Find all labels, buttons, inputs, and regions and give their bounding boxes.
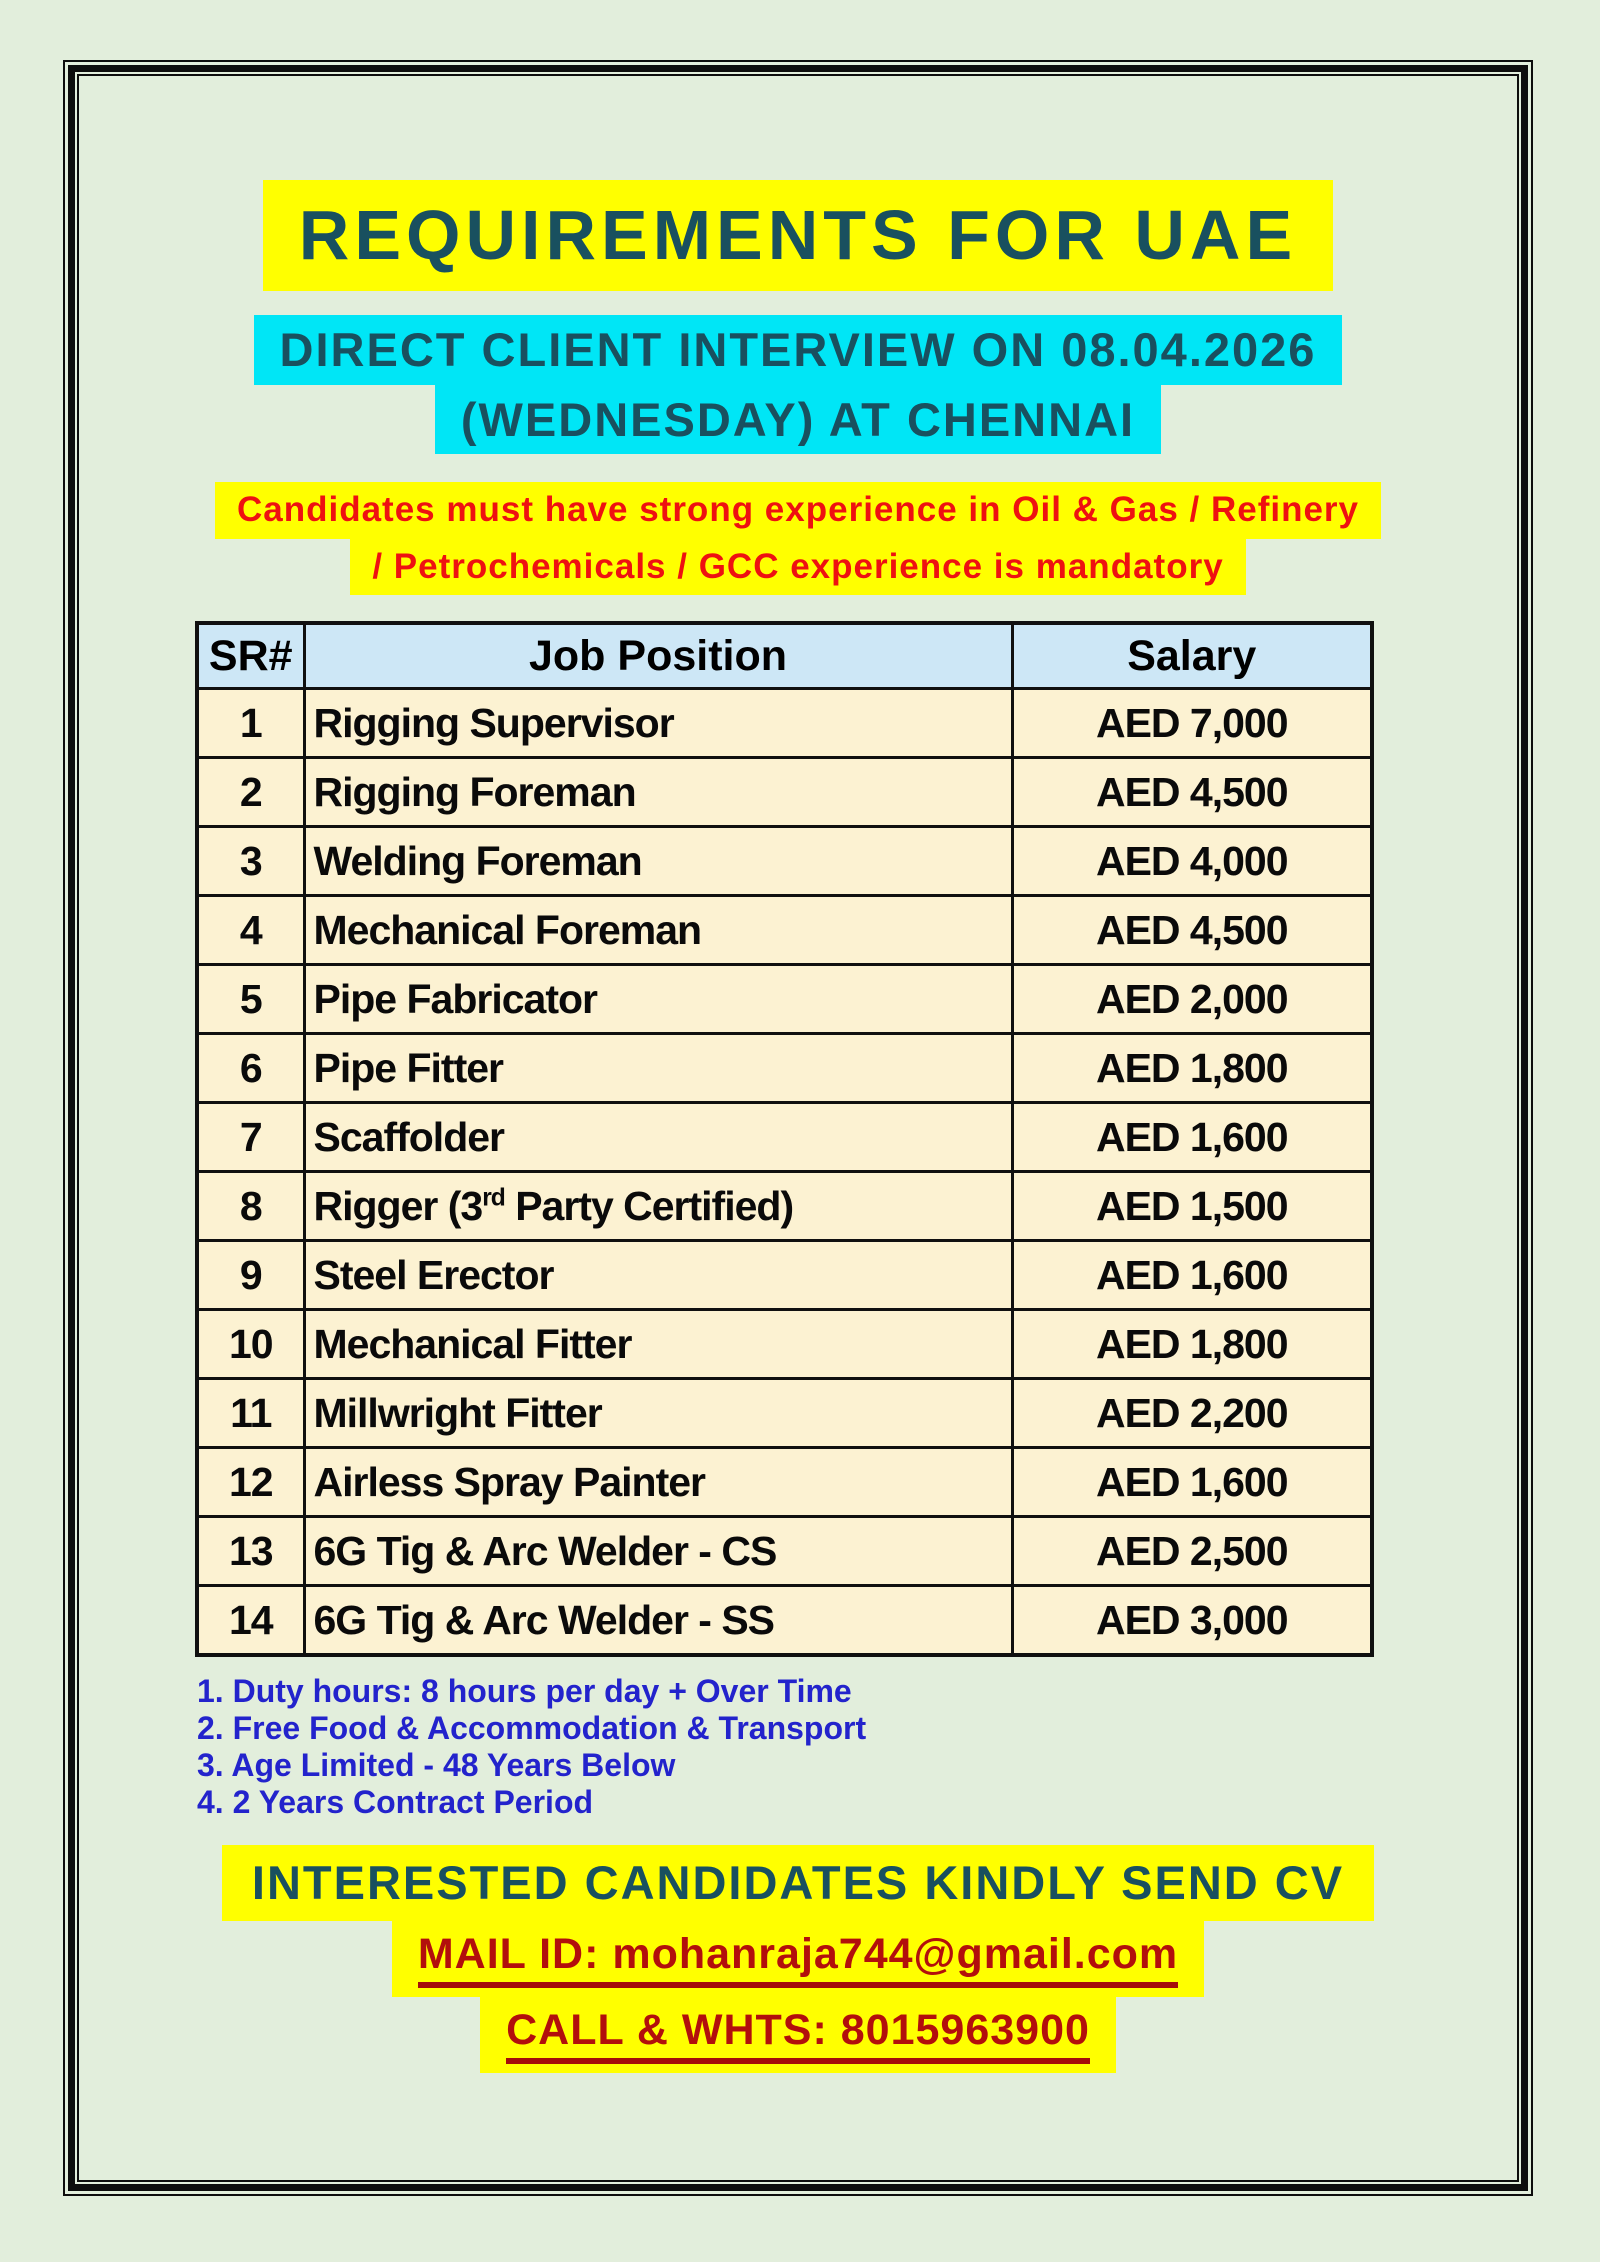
header-cell-sr: SR# — [195, 621, 306, 691]
table-row: 5 Pipe Fabricator AED 2,000 — [195, 963, 1374, 1036]
sr-cell: 14 — [195, 1584, 306, 1657]
page-border-frame-mid: REQUIREMENTS FOR UAE DIRECT CLIENT INTER… — [68, 65, 1528, 2191]
sr-cell: 12 — [195, 1446, 306, 1519]
sr-cell: 4 — [195, 894, 306, 967]
salary-cell: AED 2,500 — [1010, 1515, 1374, 1588]
table-row: 3 Welding Foreman AED 4,000 — [195, 825, 1374, 898]
subtitle-row-1: DIRECT CLIENT INTERVIEW ON 08.04.2026 — [79, 315, 1517, 385]
table-row: 9 Steel Erector AED 1,600 — [195, 1239, 1374, 1312]
note-item: 2. Free Food & Accommodation & Transport — [197, 1709, 867, 1746]
table-row: 10 Mechanical Fitter AED 1,800 — [195, 1308, 1374, 1381]
position-text: Rigger (3 — [313, 1182, 484, 1229]
sr-cell: 1 — [195, 687, 306, 760]
call-whatsapp-text: CALL & WHTS: 8015963900 — [506, 2006, 1090, 2065]
position-cell: Rigger (3rd Party Certified) — [302, 1170, 1014, 1243]
position-cell: Scaffolder — [302, 1101, 1014, 1174]
position-cell: Welding Foreman — [302, 825, 1014, 898]
page-title: REQUIREMENTS FOR UAE — [262, 180, 1334, 291]
sr-cell: 5 — [195, 963, 306, 1036]
table-header-row: SR# Job Position Salary — [195, 621, 1374, 691]
table-row: 7 Scaffolder AED 1,600 — [195, 1101, 1374, 1174]
salary-cell: AED 1,600 — [1010, 1446, 1374, 1519]
salary-cell: AED 1,800 — [1010, 1032, 1374, 1105]
table-row: 14 6G Tig & Arc Welder - SS AED 3,000 — [195, 1584, 1374, 1657]
table-row: 1 Rigging Supervisor AED 7,000 — [195, 687, 1374, 760]
salary-cell: AED 1,600 — [1010, 1101, 1374, 1174]
sr-cell: 10 — [195, 1308, 306, 1381]
position-cell: Steel Erector — [302, 1239, 1014, 1312]
subtitle-line-1: DIRECT CLIENT INTERVIEW ON 08.04.2026 — [253, 315, 1343, 385]
table-row: 2 Rigging Foreman AED 4,500 — [195, 756, 1374, 829]
position-cell: 6G Tig & Arc Welder - CS — [302, 1515, 1014, 1588]
benefit-notes: 1. Duty hours: 8 hours per day + Over Ti… — [197, 1673, 1517, 1821]
mail-highlight: MAIL ID: mohanraja744@gmail.com — [391, 1920, 1205, 1997]
position-cell: Pipe Fitter — [302, 1032, 1014, 1105]
header-cell-salary: Salary — [1010, 621, 1374, 691]
position-cell: Mechanical Fitter — [302, 1308, 1014, 1381]
title-row: REQUIREMENTS FOR UAE — [79, 180, 1517, 291]
sr-cell: 2 — [195, 756, 306, 829]
table-row: 6 Pipe Fitter AED 1,800 — [195, 1032, 1374, 1105]
table-row: 11 Millwright Fitter AED 2,200 — [195, 1377, 1374, 1450]
notice-row-1: Candidates must have strong experience i… — [79, 482, 1517, 539]
experience-notice: Candidates must have strong experience i… — [79, 482, 1517, 595]
call-highlight: CALL & WHTS: 8015963900 — [480, 1996, 1116, 2074]
header-cell-position: Job Position — [302, 621, 1014, 691]
subtitle-row-2: (WEDNESDAY) AT CHENNAI — [79, 384, 1517, 455]
salary-cell: AED 3,000 — [1010, 1584, 1374, 1657]
position-cell: Airless Spray Painter — [302, 1446, 1014, 1519]
job-positions-table: SR# Job Position Salary 1 Rigging Superv… — [195, 620, 1374, 1657]
notice-line-1: Candidates must have strong experience i… — [214, 482, 1382, 539]
salary-cell: AED 1,500 — [1010, 1170, 1374, 1243]
notice-line-2: / Petrochemicals / GCC experience is man… — [350, 538, 1246, 595]
position-cell: Mechanical Foreman — [302, 894, 1014, 967]
salary-cell: AED 2,000 — [1010, 963, 1374, 1036]
flyer-content: REQUIREMENTS FOR UAE DIRECT CLIENT INTER… — [79, 180, 1517, 2074]
mail-row: MAIL ID: mohanraja744@gmail.com — [79, 1920, 1517, 1997]
table-row: 4 Mechanical Foreman AED 4,500 — [195, 894, 1374, 967]
table-row: 8 Rigger (3rd Party Certified) AED 1,500 — [195, 1170, 1374, 1243]
position-text: Party Certified) — [504, 1182, 794, 1229]
sr-cell: 13 — [195, 1515, 306, 1588]
table-row: 13 6G Tig & Arc Welder - CS AED 2,500 — [195, 1515, 1374, 1588]
sr-cell: 8 — [195, 1170, 306, 1243]
position-cell: Rigging Foreman — [302, 756, 1014, 829]
page-border-frame: REQUIREMENTS FOR UAE DIRECT CLIENT INTER… — [63, 60, 1533, 2196]
sr-cell: 11 — [195, 1377, 306, 1450]
position-cell: Pipe Fabricator — [302, 963, 1014, 1036]
salary-cell: AED 2,200 — [1010, 1377, 1374, 1450]
sr-cell: 9 — [195, 1239, 306, 1312]
sr-cell: 7 — [195, 1101, 306, 1174]
salary-cell: AED 1,600 — [1010, 1239, 1374, 1312]
salary-cell: AED 1,800 — [1010, 1308, 1374, 1381]
sr-cell: 6 — [195, 1032, 306, 1105]
position-cell: Millwright Fitter — [302, 1377, 1014, 1450]
contact-footer: INTERESTED CANDIDATES KINDLY SEND CV MAI… — [79, 1844, 1517, 2074]
cv-row: INTERESTED CANDIDATES KINDLY SEND CV — [79, 1844, 1517, 1921]
note-item: 4. 2 Years Contract Period — [197, 1783, 594, 1820]
salary-cell: AED 4,000 — [1010, 825, 1374, 898]
ordinal-superscript: rd — [482, 1184, 506, 1212]
page-border-frame-inner: REQUIREMENTS FOR UAE DIRECT CLIENT INTER… — [77, 74, 1519, 2182]
position-cell: 6G Tig & Arc Welder - SS — [302, 1584, 1014, 1657]
call-row: CALL & WHTS: 8015963900 — [79, 1996, 1517, 2074]
sr-cell: 3 — [195, 825, 306, 898]
table-row: 12 Airless Spray Painter AED 1,600 — [195, 1446, 1374, 1519]
salary-cell: AED 7,000 — [1010, 687, 1374, 760]
mail-id-text: MAIL ID: mohanraja744@gmail.com — [417, 1930, 1179, 1988]
send-cv-line: INTERESTED CANDIDATES KINDLY SEND CV — [221, 1844, 1375, 1921]
salary-cell: AED 4,500 — [1010, 756, 1374, 829]
note-item: 1. Duty hours: 8 hours per day + Over Ti… — [197, 1672, 852, 1709]
subtitle-line-2: (WEDNESDAY) AT CHENNAI — [434, 384, 1162, 455]
position-cell: Rigging Supervisor — [302, 687, 1014, 760]
note-item: 3. Age Limited - 48 Years Below — [197, 1746, 676, 1783]
interview-subtitle: DIRECT CLIENT INTERVIEW ON 08.04.2026 (W… — [79, 315, 1517, 455]
salary-cell: AED 4,500 — [1010, 894, 1374, 967]
notice-row-2: / Petrochemicals / GCC experience is man… — [79, 538, 1517, 595]
